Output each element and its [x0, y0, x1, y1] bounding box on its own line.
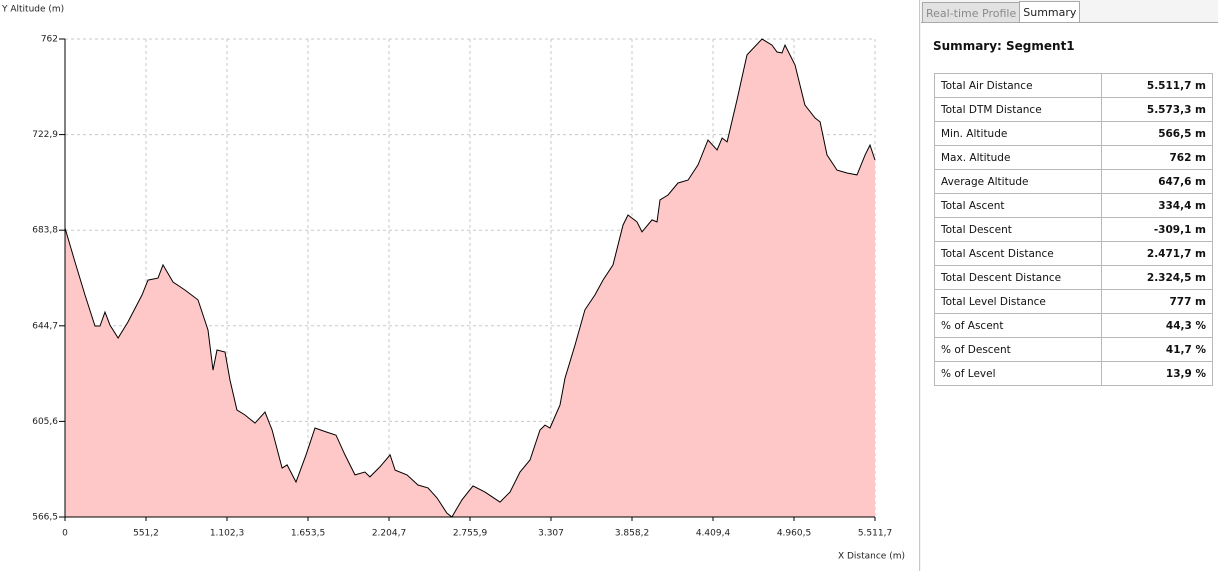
- y-tick-label: 683,8: [32, 226, 58, 236]
- summary-value: 41,7 %: [1101, 337, 1213, 362]
- summary-pane: Summary: Segment1 Total Air Distance 5.51…: [921, 22, 1218, 571]
- side-panel: Real-time Profile Summary Summary: Segme…: [919, 0, 1218, 571]
- y-tick-label: 566,5: [32, 513, 58, 523]
- x-tick-label: 0: [62, 529, 68, 539]
- summary-label: Total Descent: [934, 217, 1102, 242]
- summary-value: 5.511,7 m: [1101, 73, 1213, 98]
- tab-active[interactable]: Summary: [1019, 1, 1081, 24]
- summary-value: 2.324,5 m: [1101, 265, 1213, 290]
- summary-value: 2.471,7 m: [1101, 241, 1213, 266]
- summary-value: 777 m: [1101, 289, 1213, 314]
- summary-label: % of Ascent: [934, 313, 1102, 338]
- summary-value: 647,6 m: [1101, 169, 1213, 194]
- x-tick-label: 1.102,3: [210, 529, 244, 539]
- summary-row: % of Ascent 44,3 %: [934, 313, 1213, 338]
- summary-label: Total Ascent Distance: [934, 241, 1102, 266]
- tab-bar: Real-time Profile Summary: [922, 1, 1081, 24]
- x-tick-label: 4.960,5: [777, 529, 811, 539]
- summary-row: % of Descent 41,7 %: [934, 337, 1213, 362]
- summary-label: Max. Altitude: [934, 145, 1102, 170]
- summary-value: 13,9 %: [1101, 361, 1213, 386]
- summary-table: Total Air Distance 5.511,7 m Total DTM Dis…: [934, 73, 1213, 386]
- y-tick-label: 722,9: [32, 130, 58, 140]
- summary-label: Average Altitude: [934, 169, 1102, 194]
- summary-label: Total Descent Distance: [934, 265, 1102, 290]
- summary-label: % of Descent: [934, 337, 1102, 362]
- summary-value: 566,5 m: [1101, 121, 1213, 146]
- x-tick-label: 4.409,4: [696, 529, 731, 539]
- summary-label: Total Ascent: [934, 193, 1102, 218]
- x-tick-label: 551,2: [133, 529, 159, 539]
- summary-row: Total Descent Distance 2.324,5 m: [934, 265, 1213, 290]
- summary-label: Min. Altitude: [934, 121, 1102, 146]
- summary-row: % of Level 13,9 %: [934, 361, 1213, 386]
- summary-row: Total Ascent Distance 2.471,7 m: [934, 241, 1213, 266]
- summary-row: Total Air Distance 5.511,7 m: [934, 73, 1213, 98]
- area-fill: [65, 39, 875, 517]
- summary-title: Summary: Segment1: [933, 39, 1075, 53]
- summary-row: Total DTM Distance 5.573,3 m: [934, 97, 1213, 122]
- summary-row: Total Descent -309,1 m: [934, 217, 1213, 242]
- summary-label: Total Level Distance: [934, 289, 1102, 314]
- summary-value: 44,3 %: [1101, 313, 1213, 338]
- summary-row: Average Altitude 647,6 m: [934, 169, 1213, 194]
- summary-value: 5.573,3 m: [1101, 97, 1213, 122]
- x-tick-label: 1.653,5: [291, 529, 325, 539]
- summary-row: Total Level Distance 777 m: [934, 289, 1213, 314]
- y-tick-label: 605,6: [32, 417, 58, 427]
- x-tick-label: 3.307: [538, 529, 564, 539]
- x-axis-label: X Distance (m): [838, 552, 905, 562]
- summary-label: % of Level: [934, 361, 1102, 386]
- summary-row: Max. Altitude 762 m: [934, 145, 1213, 170]
- x-tick-label: 2.755,9: [453, 529, 488, 539]
- x-tick-label: 2.204,7: [372, 529, 406, 539]
- y-tick-label: 644,7: [32, 321, 58, 331]
- profile-line: [64, 38, 876, 518]
- summary-label: Total Air Distance: [934, 73, 1102, 98]
- profile-chart: Y Altitude (m) X Distance (m) 566,5 605,6…: [1, 5, 905, 562]
- tab[interactable]: Real-time Profile: [922, 2, 1021, 24]
- summary-value: 762 m: [1101, 145, 1213, 170]
- y-axis-label: Y Altitude (m): [1, 5, 64, 15]
- summary-row: Min. Altitude 566,5 m: [934, 121, 1213, 146]
- x-tick-label: 3.858,2: [615, 529, 649, 539]
- x-tick-label: 5.511,7: [858, 529, 892, 539]
- summary-value: 334,4 m: [1101, 193, 1213, 218]
- summary-row: Total Ascent 334,4 m: [934, 193, 1213, 218]
- summary-label: Total DTM Distance: [934, 97, 1102, 122]
- summary-value: -309,1 m: [1101, 217, 1213, 242]
- y-tick-label: 762: [41, 35, 58, 45]
